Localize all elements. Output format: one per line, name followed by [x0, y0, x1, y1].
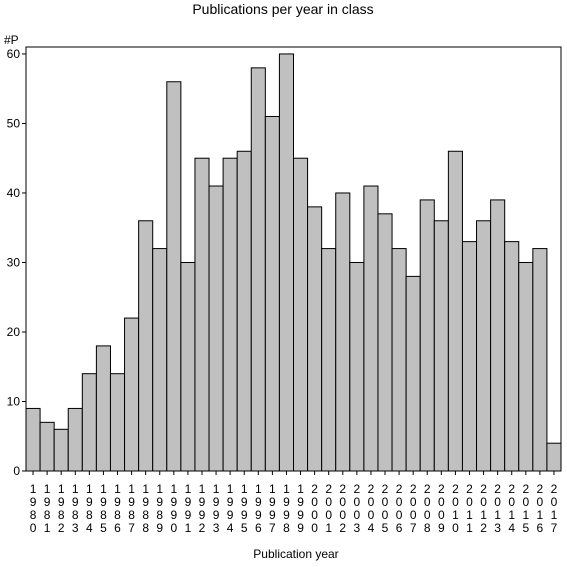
y-tick-label: 40 — [7, 186, 21, 200]
bar-2006 — [391, 248, 407, 472]
bar-1985 — [95, 345, 111, 472]
bar-1995 — [236, 150, 252, 472]
bar-1980 — [25, 407, 41, 472]
bar-2004 — [363, 185, 379, 472]
y-tick-label: 30 — [7, 255, 21, 269]
bar-1983 — [67, 407, 83, 472]
x-axis: 1 9 8 0 1 9 8 1 1 9 8 2 1 9 8 3 1 9 8 4 1 9 8 5 1 9 8 6 1 9 8 7 1 9 8 8 1 9 8 9… — [30, 471, 558, 535]
y-tick-label: 10 — [7, 394, 21, 408]
bar-1982 — [53, 428, 69, 472]
x-axis-label: Publication year — [253, 547, 338, 561]
bar-1996 — [250, 67, 266, 472]
bar-2000 — [307, 206, 323, 472]
bar-1988 — [138, 220, 154, 472]
bar-1989 — [152, 248, 168, 472]
bar-2017 — [546, 442, 562, 472]
bar-1986 — [109, 373, 126, 472]
y-tick-label: 20 — [7, 325, 21, 339]
bar-2015 — [518, 261, 534, 472]
bar-2009 — [433, 220, 449, 472]
bar-1993 — [208, 185, 224, 472]
bar-1984 — [81, 373, 97, 472]
bars-group — [25, 53, 562, 472]
bar-1987 — [124, 317, 140, 472]
y-tick-label: 50 — [7, 116, 21, 130]
bar-1997 — [264, 116, 280, 472]
bar-1990 — [166, 81, 182, 472]
bar-2012 — [476, 220, 492, 472]
bar-1981 — [39, 421, 55, 472]
bar-2016 — [532, 248, 548, 472]
bar-1999 — [293, 157, 309, 472]
y-axis: 0 10 20 30 40 50 60 — [7, 47, 26, 478]
bar-2014 — [504, 241, 520, 472]
bar-1998 — [278, 53, 295, 472]
bar-1992 — [194, 157, 210, 472]
plot-frame — [25, 46, 562, 472]
bar-1991 — [180, 261, 196, 472]
bar-2007 — [405, 275, 421, 472]
bar-2011 — [461, 241, 478, 472]
y-tick-label: 60 — [7, 47, 21, 61]
bar-1994 — [222, 157, 238, 472]
bar-2002 — [335, 192, 351, 472]
bar-2003 — [349, 261, 365, 472]
chart-title: Publications per year in class — [192, 1, 373, 17]
y-tick-label: 0 — [13, 464, 20, 478]
bar-2013 — [490, 199, 506, 472]
bar-2010 — [447, 150, 463, 472]
bar-2001 — [321, 248, 337, 472]
y-axis-label: #P — [4, 33, 19, 47]
bar-2008 — [419, 199, 435, 472]
bar-2005 — [377, 213, 393, 472]
